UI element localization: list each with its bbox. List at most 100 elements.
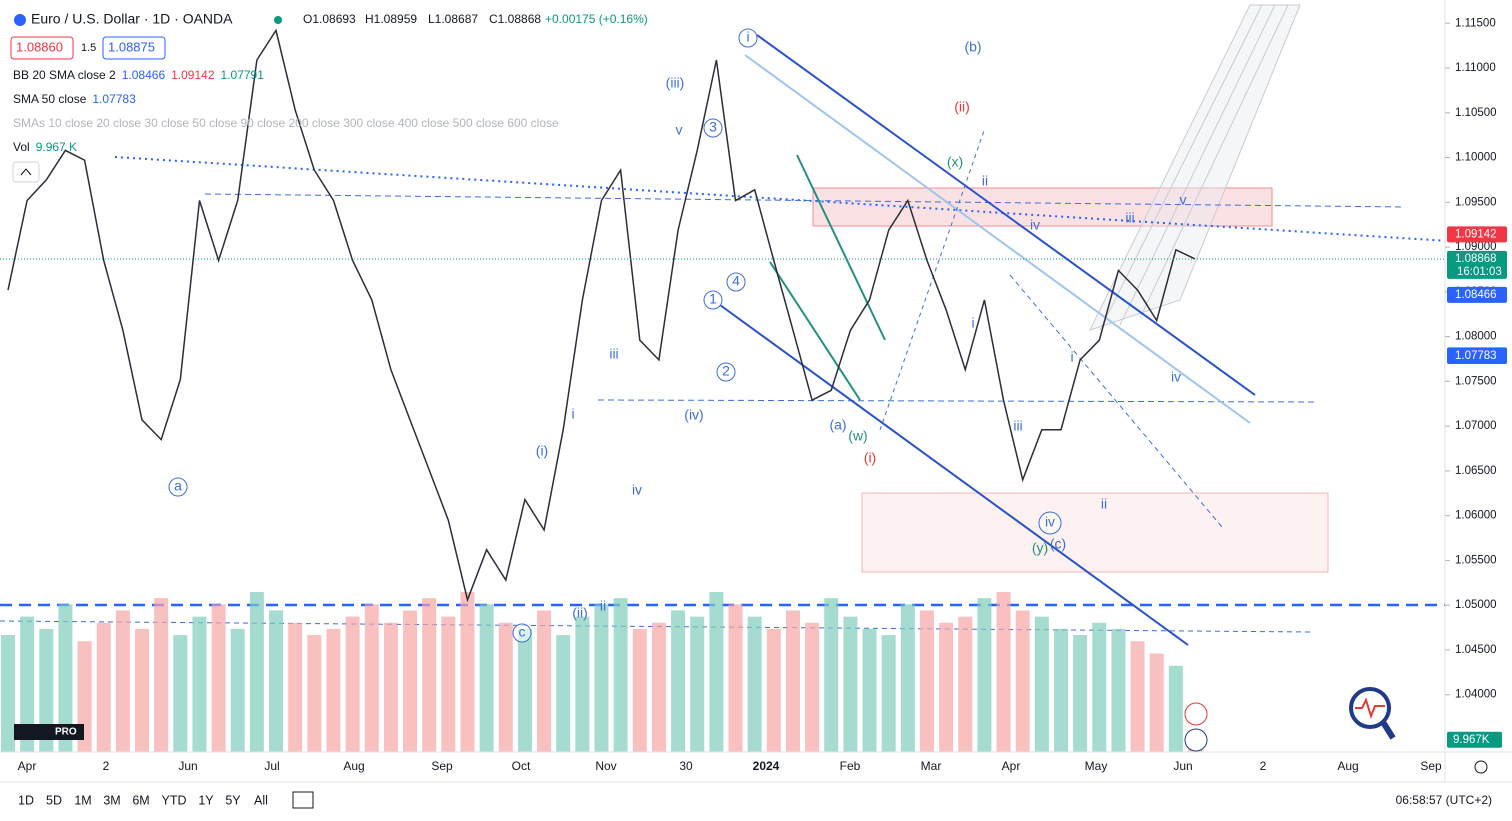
ohlc-value: +0.00175 (+0.16%): [545, 12, 648, 26]
price-line: [7, 28, 1196, 603]
indicator-name: SMAs 10 close 20 close 30 close 50 close…: [13, 116, 559, 130]
volume-bar: [671, 610, 686, 752]
x-tick-label: Jun: [1173, 759, 1192, 773]
event-flag[interactable]: [1184, 702, 1208, 726]
x-tick-label: Apr: [18, 759, 37, 773]
wave-label: 1: [709, 291, 717, 307]
magnifier-handle: [1380, 720, 1396, 740]
volume-bar: [728, 604, 743, 752]
settings-icon[interactable]: [1474, 760, 1488, 774]
price-badge-label: 1.08868: [1455, 253, 1497, 265]
y-tick-label: 1.10000: [1455, 152, 1497, 164]
event-flag[interactable]: [1184, 728, 1208, 752]
volume-bar: [479, 604, 494, 752]
logo: PRO: [14, 724, 84, 740]
volume-bar: [422, 598, 437, 752]
volume-bar: [288, 622, 303, 752]
volume-bar: [383, 622, 398, 752]
price-badge-label: 1.08466: [1455, 289, 1497, 301]
range-button[interactable]: 1M: [74, 793, 91, 807]
range-button[interactable]: YTD: [162, 793, 187, 807]
wave-circle: [738, 28, 758, 48]
range-button[interactable]: All: [254, 793, 268, 807]
y-tick-label: 1.09500: [1455, 196, 1497, 208]
wave-label: (y): [1032, 540, 1048, 556]
indicator-value: 1.09142: [171, 68, 215, 82]
volume-bar: [211, 604, 226, 752]
dashed-level: [597, 399, 1319, 403]
volume-bar: [192, 616, 207, 752]
volume-bar: [958, 616, 973, 752]
wave-label: (x): [947, 154, 963, 170]
x-tick-label: 2024: [753, 759, 780, 773]
wave-label: (ii): [572, 605, 588, 621]
y-tick-label: 1.05500: [1455, 554, 1497, 566]
x-tick-label: Mar: [921, 759, 942, 773]
range-button[interactable]: 1D: [18, 793, 34, 807]
x-tick-label: 2: [1260, 759, 1267, 773]
wave-label: (b): [964, 39, 981, 55]
x-tick-label: Sep: [431, 759, 453, 773]
range-button[interactable]: 3M: [103, 793, 120, 807]
ask[interactable]: 1.08875: [108, 39, 155, 54]
y-tick-label: 1.04000: [1455, 689, 1497, 701]
spread: 1.5: [81, 42, 96, 54]
volume-bar: [498, 622, 513, 752]
collapse-button[interactable]: [12, 161, 40, 183]
ask-box[interactable]: [102, 36, 166, 60]
volume-bar: [537, 610, 552, 752]
volume-bar: [575, 616, 590, 752]
x-tick-label: 2: [103, 759, 110, 773]
wave-label: iii: [609, 346, 618, 362]
wave-circle: [703, 290, 723, 310]
volume-bar: [1053, 628, 1068, 752]
volume-bar: [249, 592, 264, 752]
indicator-name: Vol: [13, 140, 30, 154]
wave-label: (w): [848, 428, 867, 444]
date-range-icon[interactable]: [292, 791, 314, 809]
wave-circle: [1038, 511, 1062, 535]
wave-label: i: [746, 29, 749, 45]
range-button[interactable]: 6M: [132, 793, 149, 807]
wave-label: ii: [982, 173, 988, 189]
price-badge: [1447, 250, 1507, 279]
header: Euro / U.S. Dollar · 1D · OANDA O1.08693…: [10, 11, 648, 183]
price-badge: [1447, 348, 1507, 365]
volume-bar: [345, 616, 360, 752]
wave-label: ii: [600, 598, 606, 614]
wave-label: (i): [536, 443, 548, 459]
x-tick-label: Feb: [840, 759, 861, 773]
wave-label: (ii): [954, 99, 970, 115]
y-tick-label: 1.11500: [1455, 17, 1496, 29]
range-button[interactable]: 5D: [46, 793, 62, 807]
y-tick-label: 1.11000: [1455, 62, 1496, 74]
volume-bar: [173, 635, 188, 752]
y-tick-label: 1.09000: [1455, 241, 1497, 253]
volume-bar: [1092, 622, 1107, 752]
x-tick-label: Jun: [178, 759, 197, 773]
volume-bar: [1034, 616, 1049, 752]
wedge-line: [769, 261, 861, 401]
wave-label: iv: [632, 482, 642, 498]
range-button[interactable]: 5Y: [225, 793, 241, 807]
wave-label: iv: [1030, 217, 1040, 233]
dashed-ray: [879, 127, 986, 431]
y-tick-label: 1.05000: [1455, 599, 1497, 611]
volume-bar: [747, 616, 762, 752]
bid[interactable]: 1.08860: [16, 39, 63, 54]
wave-label: (a): [829, 417, 846, 433]
magnifier-icon[interactable]: [1349, 687, 1391, 729]
y-tick-label: 1.07000: [1455, 420, 1497, 432]
volume-badge-label: 9.967K: [1453, 734, 1490, 746]
bid-box[interactable]: [10, 36, 74, 60]
volume-bar: [517, 628, 532, 752]
x-tick-label: May: [1085, 759, 1108, 773]
resistance-zone: [812, 187, 1273, 227]
ohlc-value: C1.08868: [489, 12, 541, 26]
volume-bar: [135, 628, 150, 752]
volume-bar: [996, 592, 1011, 752]
clock[interactable]: 06:58:57 (UTC+2): [1396, 793, 1492, 807]
range-button[interactable]: 1Y: [198, 793, 214, 807]
volume-bar: [115, 610, 130, 752]
